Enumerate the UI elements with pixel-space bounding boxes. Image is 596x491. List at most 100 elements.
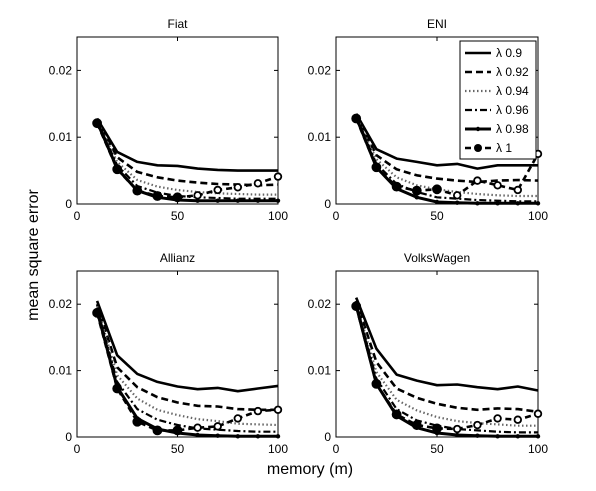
x-tick-label: 50 <box>171 209 185 223</box>
series-point <box>455 200 460 205</box>
x-tick-label: 0 <box>74 442 81 456</box>
series-line-4 <box>355 116 538 203</box>
series-line-1 <box>355 113 538 170</box>
series-point <box>432 423 442 434</box>
series-point <box>455 432 460 438</box>
series-point <box>475 433 480 438</box>
x-tick-label: 100 <box>528 209 548 223</box>
plot-frame <box>76 36 279 205</box>
y-tick-label: 0.01 <box>49 130 73 144</box>
panel-fiat: Fiat 0 50 100 0 0.01 0.02 <box>49 17 289 223</box>
x-tick-label: 50 <box>430 442 444 456</box>
y-tick-label: 0 <box>65 430 72 444</box>
legend-label-2: λ 0.92 <box>496 65 529 79</box>
series-point <box>351 301 362 312</box>
series-point <box>473 420 482 430</box>
series-point <box>371 162 382 173</box>
series-point <box>275 434 281 439</box>
y-tick-label: 0.01 <box>308 130 332 144</box>
series-line-4 <box>355 303 538 434</box>
series-line-1 <box>354 297 539 392</box>
series-point <box>233 183 242 192</box>
series-point <box>132 416 143 427</box>
series-point <box>493 181 502 190</box>
series-line-2 <box>95 303 278 412</box>
series-line-4 <box>96 307 278 433</box>
series-line-2 <box>354 300 539 414</box>
x-tick-label: 100 <box>268 442 288 456</box>
y-tick-label: 0.02 <box>308 297 332 311</box>
series-point <box>193 191 202 200</box>
y-tick-label: 0.01 <box>308 364 332 378</box>
legend-label-3: λ 0.94 <box>496 84 529 98</box>
series-point <box>411 185 422 196</box>
series-line-6 <box>95 122 279 199</box>
y-tick-label: 0 <box>324 430 331 444</box>
legend: λ 0.9 λ 0.92 λ 0.94 λ 0.96 λ 0.98 λ 1 <box>459 40 537 160</box>
series-point <box>152 425 163 436</box>
legend-label-4: λ 0.96 <box>496 103 529 117</box>
legend-label-5: λ 0.98 <box>496 122 529 136</box>
series-point <box>215 433 220 438</box>
series-line-2 <box>355 114 539 184</box>
series-line-3 <box>96 120 278 196</box>
series-line-6 <box>95 312 279 432</box>
series-point <box>92 307 102 318</box>
panel-title: Allianz <box>160 251 195 265</box>
series-point <box>432 184 442 195</box>
y-tick-label: 0.02 <box>49 63 73 77</box>
series-point <box>255 434 261 439</box>
series-point <box>215 198 220 203</box>
series-point <box>233 414 242 423</box>
legend-label-1: λ 0.9 <box>496 46 522 60</box>
series-point <box>112 164 123 175</box>
series-point <box>493 414 502 423</box>
series-point <box>253 179 263 188</box>
series-point <box>495 434 500 439</box>
series-point <box>434 199 440 205</box>
series-point <box>193 423 202 432</box>
y-tick-label: 0.02 <box>49 297 73 311</box>
panel-volkswagen: VolksWagen 0 50 100 0 0.01 0.02 <box>308 251 549 456</box>
series-line-6 <box>354 305 539 431</box>
series-point <box>273 172 283 181</box>
figure-xlabel: memory (m) <box>267 461 353 478</box>
series-line-1 <box>95 117 278 172</box>
x-tick-label: 100 <box>528 442 548 456</box>
series-line-5 <box>354 305 538 438</box>
legend-label-6: λ 1 <box>496 141 512 155</box>
plot-frame <box>335 270 539 438</box>
figure-ylabel: mean square error <box>25 189 42 321</box>
series-point <box>495 201 500 206</box>
x-tick-label: 100 <box>268 209 288 223</box>
x-tick-label: 50 <box>430 209 444 223</box>
series-point <box>275 198 281 203</box>
series-point <box>535 201 541 206</box>
series-point <box>453 424 462 434</box>
series-point <box>371 378 382 389</box>
series-line-5 <box>354 116 538 205</box>
x-tick-label: 50 <box>171 442 185 456</box>
series-point <box>255 198 261 203</box>
series-point <box>213 185 222 195</box>
x-tick-label: 0 <box>333 209 340 223</box>
panel-allianz: Allianz 0 50 100 0 0.01 0.02 <box>49 251 289 456</box>
series-point <box>533 409 543 418</box>
series-point <box>235 434 240 439</box>
series-point <box>515 434 520 439</box>
series-point <box>273 405 283 414</box>
series-point <box>213 422 222 431</box>
series-point <box>513 185 522 195</box>
y-tick-label: 0.01 <box>49 364 73 378</box>
legend-marker <box>475 126 481 132</box>
series-point <box>391 181 402 192</box>
series-point <box>235 198 240 203</box>
y-tick-label: 0.02 <box>308 63 332 77</box>
series-point <box>453 191 462 200</box>
series-point <box>195 432 200 438</box>
y-tick-label: 0 <box>324 197 331 211</box>
series-point <box>513 415 522 424</box>
series-line-3 <box>96 305 279 427</box>
panel-title: ENI <box>427 17 447 31</box>
